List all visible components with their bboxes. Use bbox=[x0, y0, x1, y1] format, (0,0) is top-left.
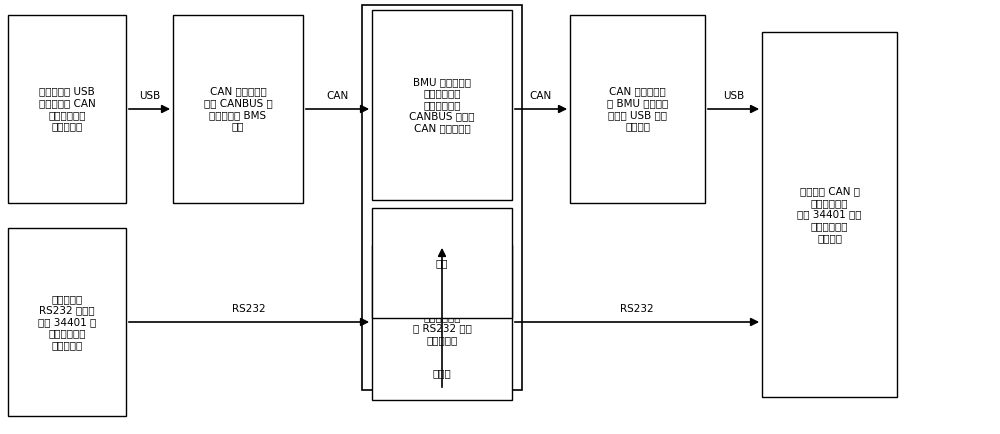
FancyBboxPatch shape bbox=[8, 228, 126, 416]
Text: CAN: CAN bbox=[530, 91, 552, 101]
FancyBboxPatch shape bbox=[372, 208, 512, 318]
Text: USB: USB bbox=[723, 91, 744, 101]
Text: 上位机通过
RS232 发送命
令给 34401 让
其对电池箱进
行电压采集: 上位机通过 RS232 发送命 令给 34401 让 其对电池箱进 行电压采集 bbox=[38, 294, 96, 350]
FancyBboxPatch shape bbox=[570, 15, 705, 203]
FancyBboxPatch shape bbox=[372, 10, 512, 200]
Text: USB: USB bbox=[139, 91, 160, 101]
Text: 上位机将 CAN 采
集仪发来的数
据和 34401 发来
的数据进行比
对、判断: 上位机将 CAN 采 集仪发来的数 据和 34401 发来 的数据进行比 对、判… bbox=[797, 186, 862, 243]
Text: 电池: 电池 bbox=[436, 258, 448, 268]
Text: RS232: RS232 bbox=[232, 304, 266, 314]
Text: CAN 便携采集仪
通过 CANBUS 与
电池箱内的 BMS
通讯: CAN 便携采集仪 通过 CANBUS 与 电池箱内的 BMS 通讯 bbox=[204, 87, 272, 132]
FancyBboxPatch shape bbox=[762, 32, 897, 397]
Text: CAN 便携采集仪
将 BMU 发来的数
据通过 USB 发送
给上位机: CAN 便携采集仪 将 BMU 发来的数 据通过 USB 发送 给上位机 bbox=[607, 87, 668, 132]
Text: 上位机通过 USB
发送命令给 CAN
便携采集仪让
其开始工作: 上位机通过 USB 发送命令给 CAN 便携采集仪让 其开始工作 bbox=[39, 87, 95, 132]
FancyBboxPatch shape bbox=[8, 15, 126, 203]
FancyBboxPatch shape bbox=[173, 15, 303, 203]
Text: CAN: CAN bbox=[326, 91, 349, 101]
FancyBboxPatch shape bbox=[372, 245, 512, 400]
Text: 34401 将测量到
的电压数据通
过 RS232 在发
送给上位机: 34401 将测量到 的电压数据通 过 RS232 在发 送给上位机 bbox=[411, 300, 473, 345]
Text: 电池箱: 电池箱 bbox=[433, 368, 451, 378]
FancyBboxPatch shape bbox=[362, 5, 522, 390]
Text: BMU 将采集到的
电压、温度、
电流数据通过
CANBUS 发送给
CAN 便携采集仪: BMU 将采集到的 电压、温度、 电流数据通过 CANBUS 发送给 CAN 便… bbox=[409, 77, 475, 133]
Text: RS232: RS232 bbox=[620, 304, 654, 314]
